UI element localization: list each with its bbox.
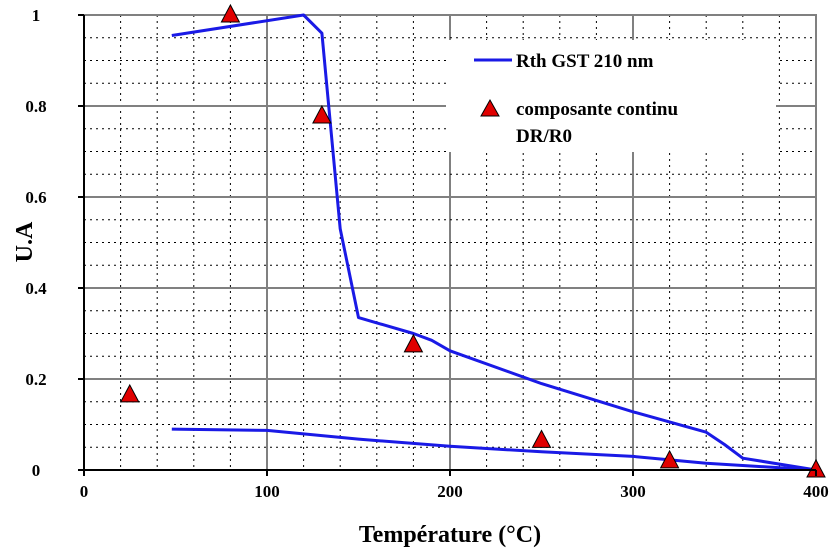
series-line-segment-1: [171, 13, 817, 472]
x-tick-label: 100: [254, 482, 280, 501]
y-tick-label: 1: [32, 6, 41, 25]
legend-line-label: Rth GST 210 nm: [516, 51, 654, 72]
triangle-marker: [806, 458, 826, 478]
y-tick-label: 0.4: [25, 279, 47, 298]
legend-marker-label-line1: composante continu: [516, 99, 678, 120]
x-tick-label: 200: [437, 482, 463, 501]
y-tick-label: 0.8: [25, 97, 46, 116]
triangle-marker: [220, 3, 241, 23]
series-layer: [119, 3, 826, 478]
x-tick-label: 400: [803, 482, 829, 501]
x-tick-label: 0: [80, 482, 89, 501]
triangle-marker: [659, 449, 680, 469]
x-axis-title: Température (°C): [359, 522, 541, 548]
triangle-marker: [119, 383, 140, 403]
y-tick-label: 0.6: [25, 188, 46, 207]
y-axis-title: U.A: [12, 221, 38, 262]
tick-labels: 0 100 200 300 400 0 0.2 0.4 0.6 0.8 1: [25, 6, 828, 501]
axes: [78, 14, 817, 476]
x-tick-label: 300: [620, 482, 646, 501]
y-tick-label: 0: [32, 461, 41, 480]
legend: Rth GST 210 nm composante continu DR/R0: [446, 40, 776, 152]
triangle-marker: [312, 104, 332, 124]
y-tick-label: 0.2: [25, 370, 46, 389]
legend-marker-label-line2: DR/R0: [516, 126, 572, 147]
triangle-marker: [531, 429, 552, 448]
legend-triangle-swatch: [480, 98, 500, 117]
triangle-marker: [403, 333, 424, 353]
series-line-segment-2: [171, 427, 817, 472]
